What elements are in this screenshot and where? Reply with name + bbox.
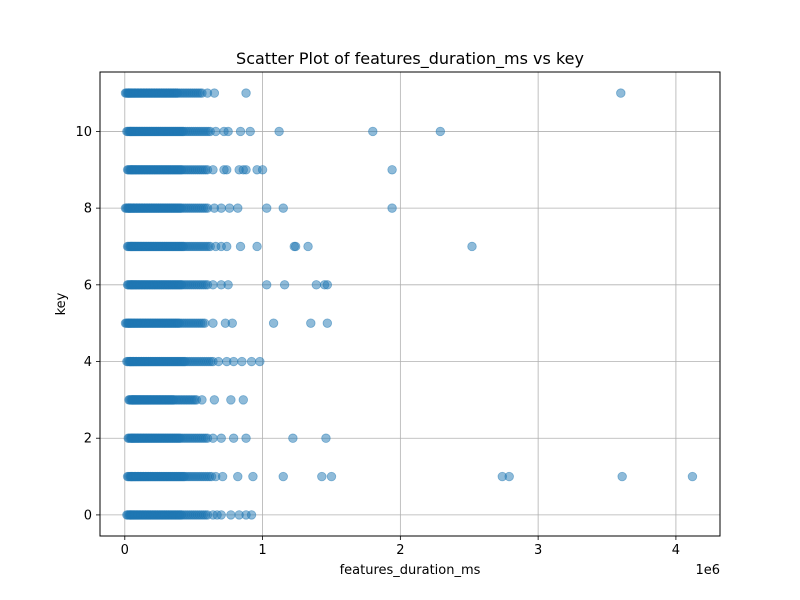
data-point xyxy=(248,471,258,482)
data-point xyxy=(687,471,698,482)
x-tick-label: 0 xyxy=(121,543,129,558)
data-point xyxy=(504,471,514,482)
data-point xyxy=(226,510,236,520)
data-point xyxy=(241,88,251,98)
data-point xyxy=(245,126,255,137)
data-point xyxy=(233,471,243,482)
data-point xyxy=(208,433,218,443)
y-axis-ticks: 0 2 4 6 8 10 xyxy=(75,125,100,523)
data-point xyxy=(303,241,313,252)
data-point xyxy=(255,356,265,367)
y-tick-label: 8 xyxy=(84,202,92,217)
data-point xyxy=(241,165,251,175)
x-tick-label: 2 xyxy=(396,543,404,558)
data-point xyxy=(278,471,288,482)
data-point xyxy=(228,433,239,443)
y-tick-label: 4 xyxy=(84,355,92,370)
data-point xyxy=(435,126,446,137)
chart-title: Scatter Plot of features_duration_ms vs … xyxy=(236,49,584,69)
data-point xyxy=(262,280,272,290)
data-point xyxy=(326,471,337,482)
data-point xyxy=(208,318,218,328)
y-tick-label: 10 xyxy=(75,125,92,140)
data-points xyxy=(120,88,698,520)
data-point xyxy=(288,433,298,443)
data-point xyxy=(322,280,333,290)
data-point xyxy=(211,126,221,137)
x-tick-label: 4 xyxy=(672,543,680,558)
data-point xyxy=(257,165,268,175)
x-axis-label: features_duration_ms xyxy=(340,563,481,578)
data-point xyxy=(467,241,477,252)
x-axis-ticks: 0 1 2 3 4 xyxy=(121,536,680,558)
data-point xyxy=(222,165,232,175)
data-point xyxy=(274,126,284,137)
data-point xyxy=(279,280,290,290)
data-point xyxy=(252,241,262,252)
data-point xyxy=(246,356,257,367)
plot-area xyxy=(100,72,720,536)
y-tick-label: 2 xyxy=(84,432,92,447)
data-point xyxy=(241,433,251,443)
plot-frame xyxy=(99,71,721,537)
data-point xyxy=(213,356,224,367)
data-point xyxy=(322,318,333,328)
data-point xyxy=(223,126,233,137)
data-point xyxy=(228,356,239,367)
data-point xyxy=(290,241,301,252)
data-point xyxy=(224,203,235,213)
data-point xyxy=(200,318,210,328)
data-point xyxy=(209,88,220,98)
data-point xyxy=(226,395,236,405)
y-tick-label: 6 xyxy=(84,278,92,293)
y-axis-label: key xyxy=(54,292,69,315)
data-point xyxy=(368,126,378,137)
data-point xyxy=(616,88,626,98)
data-point xyxy=(262,203,272,213)
data-point xyxy=(246,510,257,520)
data-point xyxy=(209,395,220,405)
data-point xyxy=(197,395,207,405)
data-point xyxy=(233,203,243,213)
data-point xyxy=(306,318,316,328)
data-point xyxy=(268,318,279,328)
data-point xyxy=(387,203,397,213)
data-point xyxy=(311,280,322,290)
x-tick-label: 1 xyxy=(258,543,266,558)
data-point xyxy=(235,241,246,252)
data-point xyxy=(617,471,627,482)
data-point xyxy=(238,395,248,405)
data-point xyxy=(387,165,397,175)
data-point xyxy=(237,356,247,367)
data-point xyxy=(227,318,237,328)
data-point xyxy=(278,203,288,213)
x-tick-label: 3 xyxy=(534,543,542,558)
data-point xyxy=(208,280,218,290)
data-point xyxy=(235,126,246,137)
data-point xyxy=(216,433,226,443)
data-point xyxy=(317,471,327,482)
data-point xyxy=(321,433,331,443)
y-tick-label: 0 xyxy=(84,508,92,523)
data-point xyxy=(208,165,218,175)
x-axis-offset-label: 1e6 xyxy=(695,563,720,578)
data-point xyxy=(222,241,232,252)
data-point xyxy=(217,471,228,482)
data-point xyxy=(216,203,226,213)
data-point xyxy=(216,510,226,520)
data-point xyxy=(223,280,233,290)
